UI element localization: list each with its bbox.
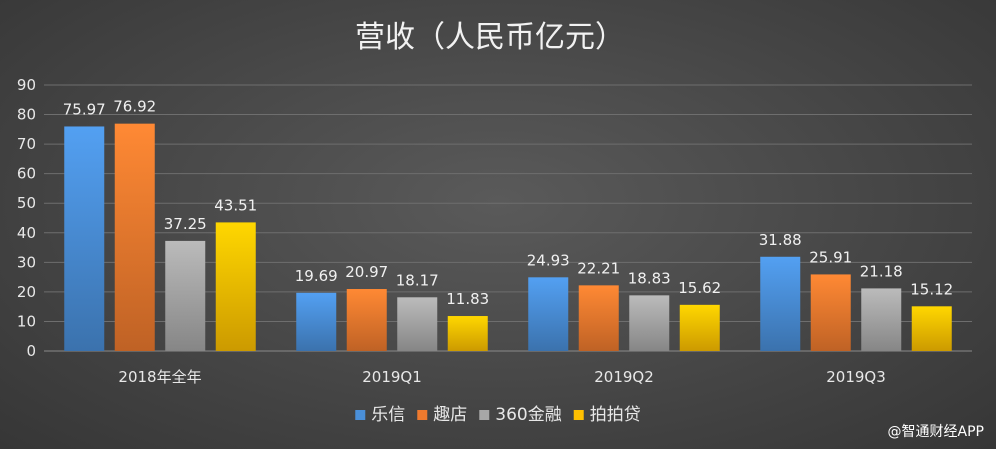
chart-title: 营收（人民币亿元）: [355, 20, 625, 55]
data-label: 15.62: [678, 279, 721, 297]
y-tick-label: 70: [17, 135, 36, 153]
data-label: 20.97: [345, 263, 388, 281]
y-tick-label: 0: [26, 342, 36, 360]
legend-label: 拍拍贷: [590, 405, 641, 425]
y-tick-label: 90: [17, 76, 36, 94]
data-label: 24.93: [527, 251, 570, 269]
data-label: 21.18: [860, 262, 903, 280]
bar-2: [346, 289, 387, 351]
y-tick-label: 30: [17, 253, 36, 271]
y-tick-label: 40: [17, 224, 36, 242]
category-label: 2019Q3: [826, 368, 886, 386]
data-label: 43.51: [214, 196, 257, 214]
category-label: 2019Q1: [362, 368, 422, 386]
data-label: 37.25: [164, 215, 207, 233]
x-axis-categories: 2018年全年 2019Q1 2019Q2 2019Q3: [118, 368, 885, 386]
legend-label: 乐信: [371, 405, 405, 425]
data-label: 25.91: [809, 248, 852, 266]
data-label: 18.17: [396, 271, 439, 289]
legend-swatch: [573, 410, 584, 420]
bar-4: [911, 306, 952, 351]
legend-swatch: [417, 410, 428, 420]
category-label: 2018年全年: [118, 368, 201, 386]
legend-item: 乐信: [355, 405, 405, 425]
data-label: 31.88: [759, 231, 802, 249]
bar-1: [528, 277, 569, 351]
bar-2: [114, 123, 155, 352]
bar-2: [810, 274, 851, 351]
data-label: 19.69: [295, 267, 338, 285]
bar-2: [578, 285, 619, 351]
data-label: 76.92: [113, 98, 156, 116]
bars: [64, 123, 952, 352]
bar-3: [165, 240, 206, 351]
bar-4: [679, 304, 720, 351]
bar-3: [861, 288, 902, 351]
legend-label: 趣店: [433, 405, 467, 425]
legend-label: 360金融: [495, 405, 561, 425]
bar-4: [215, 222, 256, 351]
bar-1: [760, 256, 801, 351]
y-tick-label: 20: [17, 283, 36, 301]
bar-3: [629, 295, 670, 351]
y-tick-label: 60: [17, 165, 36, 183]
legend-item: 趣店: [417, 405, 467, 425]
y-tick-label: 80: [17, 106, 36, 124]
data-label: 75.97: [63, 100, 106, 118]
y-tick-label: 50: [17, 194, 36, 212]
data-labels: 75.97 76.92 37.25 43.51 19.69 20.97 18.17 11.83…: [63, 98, 953, 308]
bar-1: [64, 126, 105, 351]
legend-item: 拍拍贷: [573, 405, 641, 425]
category-label: 2019Q2: [594, 368, 654, 386]
bar-4: [447, 316, 488, 351]
legend-swatch: [479, 410, 490, 420]
bar-1: [296, 292, 337, 351]
data-label: 18.83: [628, 269, 671, 287]
legend-swatch: [355, 410, 366, 420]
legend-item: 360金融: [479, 405, 562, 425]
data-label: 11.83: [446, 290, 489, 308]
legend: 乐信 趣店 360金融 拍拍贷: [355, 405, 641, 425]
data-label: 15.12: [910, 280, 953, 298]
bar-3: [397, 297, 438, 351]
data-label: 22.21: [577, 259, 620, 277]
y-tick-label: 10: [17, 312, 36, 330]
watermark: @智通财经APP: [888, 424, 984, 440]
y-axis-ticks: 0 10 20 30 40 50 60 70 80 90: [17, 76, 36, 360]
